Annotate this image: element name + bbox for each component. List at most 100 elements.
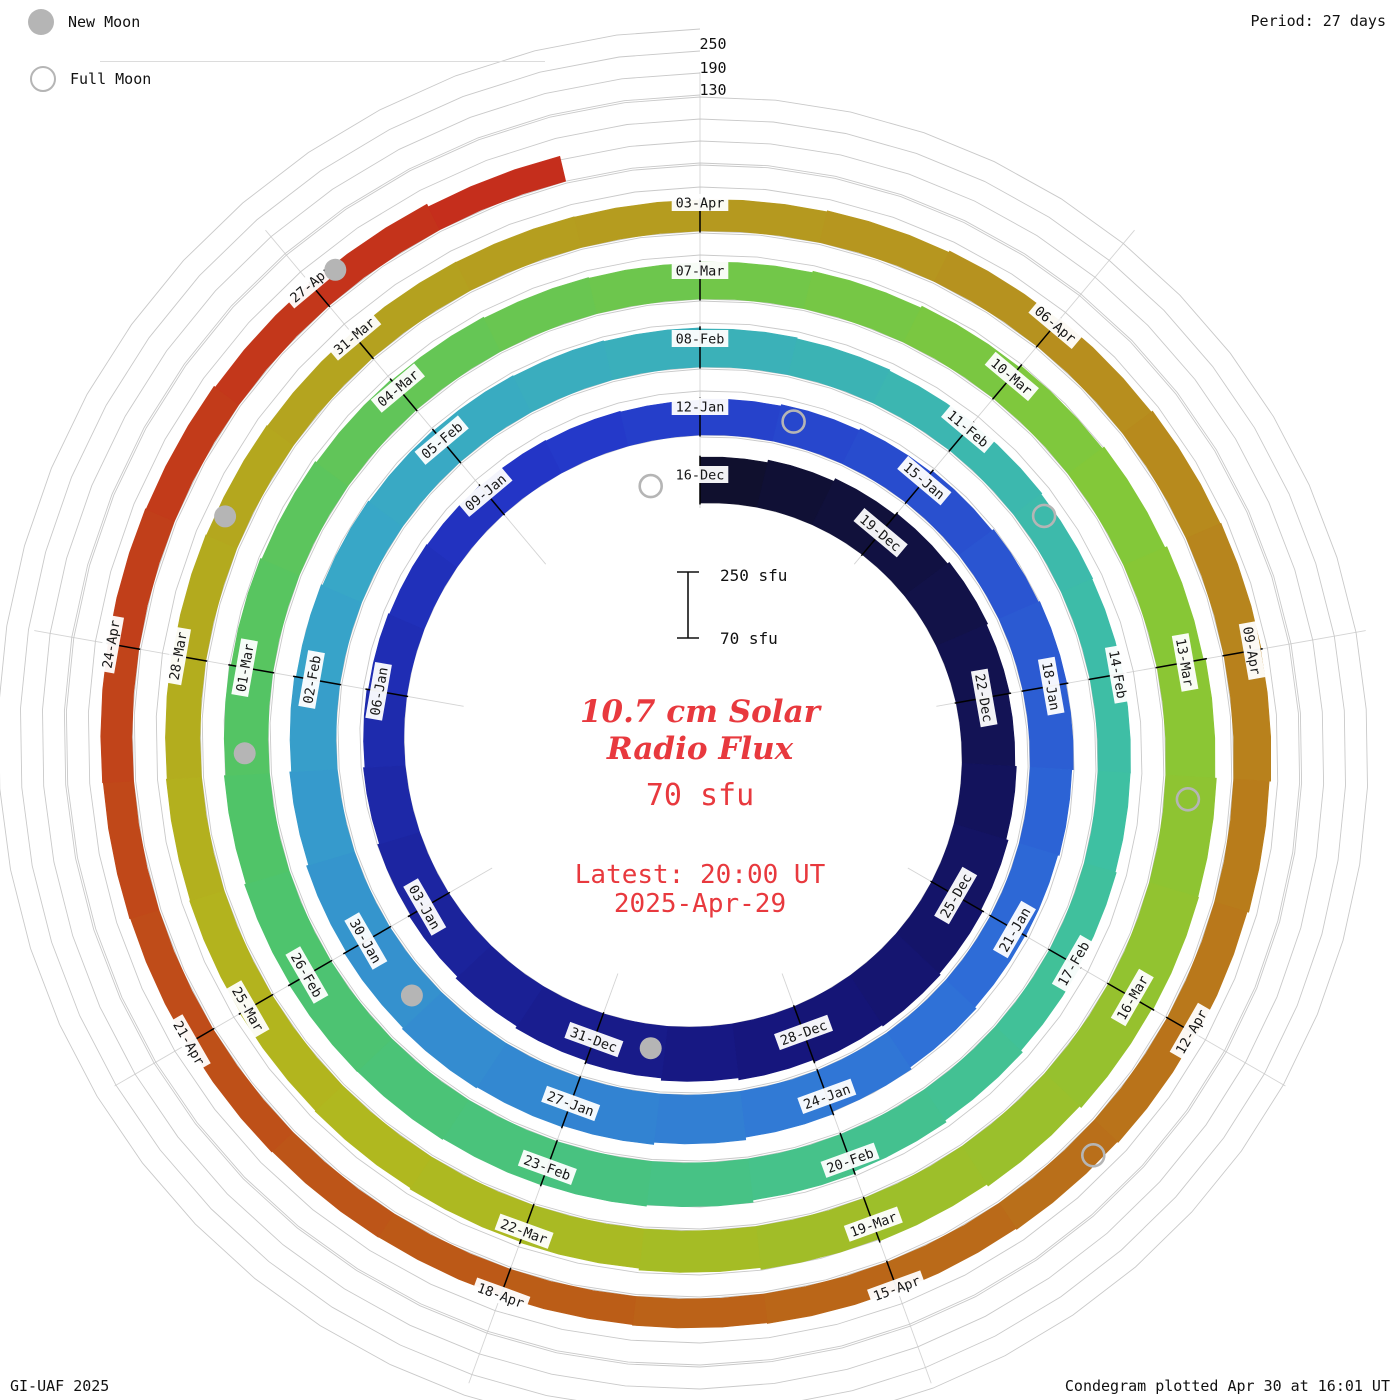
flux-bar-segment (322, 500, 403, 603)
date-label-box (458, 467, 513, 517)
radial-scale-250: 250 (699, 35, 727, 53)
flux-bar-segment (102, 780, 160, 920)
current-flux-value: 70 sfu (645, 778, 755, 813)
date-label-box (517, 1149, 577, 1185)
flux-bar-segment (391, 316, 502, 411)
date-label-text: 07-Mar (676, 264, 725, 280)
date-label-box (365, 661, 392, 721)
scale-top-label: 250 sfu (720, 566, 787, 585)
flux-bar-segment (638, 1226, 762, 1273)
date-label-box (1104, 644, 1132, 704)
flux-bar-segment (455, 945, 544, 1027)
grid-spiral (20, 50, 1346, 1400)
new-moon-marker (214, 505, 237, 528)
date-label-box (1171, 633, 1199, 692)
flux-bar-segment (755, 1197, 880, 1270)
date-label-box (992, 900, 1036, 959)
date-label-box (231, 638, 258, 698)
date-label-box (820, 1142, 880, 1178)
date-label-box (671, 466, 729, 483)
date-label-box (671, 330, 729, 347)
date-label-box (897, 455, 952, 506)
new-moon-legend-icon (28, 9, 54, 35)
date-label-box (1169, 1002, 1213, 1061)
latest-time: Latest: 20:00 UT (574, 860, 826, 890)
flux-bar-segment (427, 155, 567, 231)
date-label: 07-Mar (671, 262, 729, 280)
date-label-box (1028, 299, 1083, 350)
flux-bar-segment (306, 851, 391, 953)
date-label: 03-Apr (671, 194, 729, 212)
flux-bar-segment (646, 1158, 754, 1208)
date-label: 24-Apr (97, 614, 124, 674)
flux-bar-segment (377, 831, 450, 916)
flux-bar-segment (653, 1091, 747, 1145)
date-label-box (1051, 934, 1095, 993)
flux-bar-segment (363, 764, 420, 845)
date-label-box (285, 946, 329, 1004)
flux-bar-segment (512, 340, 614, 413)
flux-bar-segment (545, 410, 629, 474)
date-label-box (934, 866, 978, 925)
date-label-box (564, 1021, 624, 1058)
date-label-box (940, 403, 996, 454)
flux-bar-segment (731, 1006, 814, 1081)
date-label-box (843, 1206, 903, 1242)
flux-bar-segment (819, 210, 950, 282)
date-label-box (167, 1014, 211, 1072)
new-moon-marker (233, 742, 256, 765)
grid-spiral (0, 28, 1368, 1400)
date-label-text: 08-Feb (676, 332, 725, 348)
flux-bar-segment (145, 385, 240, 522)
flux-bar-segment (1149, 774, 1217, 898)
chart-title-line2: Radio Flux (606, 731, 794, 767)
date-label-box (541, 1085, 601, 1122)
new-moon-legend-label: New Moon (68, 13, 141, 31)
date-label-box (164, 626, 191, 686)
date-label-box (283, 259, 338, 309)
radial-scale-190: 190 (699, 59, 727, 77)
date-label-box (984, 351, 1039, 402)
chart-title: 10.7 cm Solar Radio Flux (430, 694, 970, 768)
flux-bar-segment (455, 216, 582, 291)
flux-bar-segment (314, 1085, 432, 1189)
new-moon-marker (639, 1037, 662, 1060)
new-moon-marker (324, 258, 347, 281)
flux-bar-segment (904, 561, 989, 647)
date-label-box (327, 311, 382, 361)
date-label-box (1037, 656, 1065, 716)
date-label-box (853, 508, 908, 558)
date-label-box (970, 668, 998, 728)
flux-bar-segment (261, 461, 349, 576)
flux-bar-segment (660, 1023, 739, 1082)
moon-markers (214, 258, 1201, 1168)
chart-title-line1: 10.7 cm Solar (579, 694, 821, 730)
flux-bar-segment (244, 870, 332, 985)
flux-bar-segment (289, 768, 355, 866)
flux-bar-segment (803, 270, 922, 343)
radial-scale-130: 130 (699, 81, 727, 99)
new-moon-marker (400, 984, 423, 1007)
legend-divider-line (100, 61, 545, 62)
flux-bar-segment (788, 338, 891, 404)
date-label-box (867, 1270, 927, 1306)
date-label-text: 12-Jan (676, 400, 725, 416)
flux-bar-segment (223, 772, 290, 885)
date-label-box (1238, 621, 1266, 680)
flux-bar-segment (961, 1072, 1081, 1187)
date-label-box (298, 650, 325, 709)
full-moon-legend-label: Full Moon (70, 70, 152, 88)
flux-bar-segment (483, 277, 598, 352)
credit-label: GI-UAF 2025 (10, 1377, 110, 1395)
flux-bar-segment (998, 1119, 1118, 1230)
date-label: 16-Dec (671, 466, 729, 484)
date-label: 08-Feb (671, 330, 729, 348)
date-label-box (403, 878, 447, 936)
full-moon-marker (1175, 786, 1201, 812)
full-moon-marker (638, 473, 664, 499)
date-label-box (370, 363, 426, 413)
flux-bar-segment (433, 375, 532, 463)
date-label-box (774, 1014, 834, 1051)
flux-bar-segment (401, 991, 507, 1089)
